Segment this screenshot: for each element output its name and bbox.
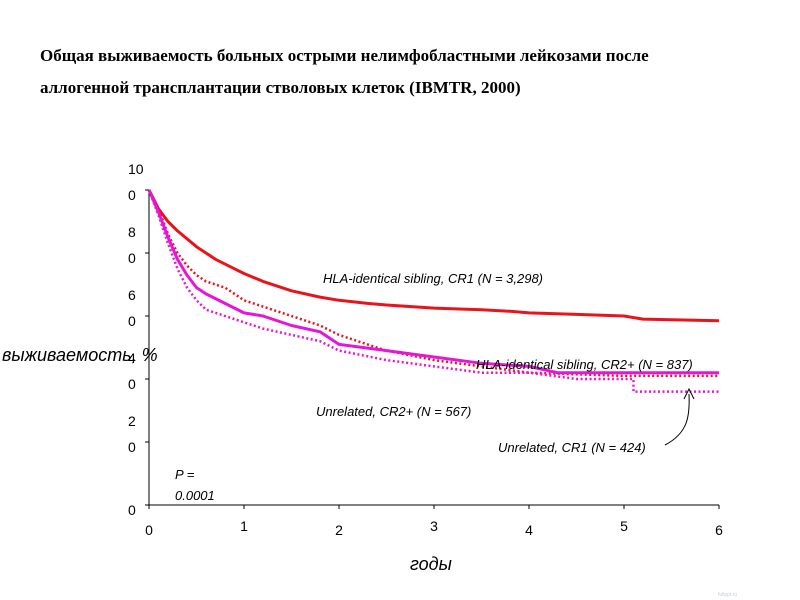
series-label-unrelated-cr2: Unrelated, CR2+ (N = 567) bbox=[316, 404, 471, 419]
y-tick-label: 10 bbox=[128, 161, 144, 177]
y-axis-ticks: 0 2 0 4 0 6 0 8 0 10 0 bbox=[128, 161, 149, 518]
y-tick-label: 0 bbox=[128, 502, 136, 518]
x-tick-label: 1 bbox=[240, 518, 248, 534]
p-value-number: 0.0001 bbox=[175, 488, 215, 503]
callout-arrow-line bbox=[664, 393, 690, 446]
x-axis-title: годы bbox=[410, 554, 452, 574]
y-tick-label: 0 bbox=[128, 439, 136, 455]
x-tick-label: 6 bbox=[715, 522, 723, 538]
y-tick-label: 4 bbox=[128, 350, 136, 366]
y-tick-label: 0 bbox=[128, 250, 136, 266]
y-tick-label: 0 bbox=[128, 376, 136, 392]
series-label-unrelated-cr1: Unrelated, CR1 (N = 424) bbox=[498, 440, 646, 455]
slide-title: Общая выживаемость больных острыми нелим… bbox=[40, 40, 780, 104]
series-label-sibling-cr1: HLA-identical sibling, CR1 (N = 3,298) bbox=[323, 271, 543, 286]
slide-title-line-1: Общая выживаемость больных острыми нелим… bbox=[40, 46, 649, 65]
y-tick-label: 8 bbox=[128, 224, 136, 240]
x-axis: 0 1 2 3 4 5 6 bbox=[145, 504, 723, 538]
y-axis-title: выживаемость, % bbox=[2, 345, 158, 365]
x-tick-label: 2 bbox=[335, 522, 343, 538]
y-tick-label: 2 bbox=[128, 413, 136, 429]
callout-arrow-head-icon bbox=[683, 387, 695, 400]
series-layer bbox=[147, 189, 720, 393]
y-tick-label: 6 bbox=[128, 287, 136, 303]
x-tick-label: 4 bbox=[525, 522, 533, 538]
series-line-unrelated-cr2 bbox=[147, 189, 719, 375]
x-tick-label: 3 bbox=[430, 518, 438, 534]
x-tick-label: 0 bbox=[145, 522, 153, 538]
y-axis: 0 2 0 4 0 6 0 8 0 10 0 bbox=[128, 161, 150, 518]
watermark: fullppt.ru bbox=[718, 592, 737, 598]
x-tick-label: 5 bbox=[620, 518, 628, 534]
series-line-sibling-cr1 bbox=[147, 189, 720, 323]
series-label-sibling-cr2: HLA-identical sibling, CR2+ (N = 837) bbox=[476, 357, 693, 372]
series-line-sibling-cr2 bbox=[147, 189, 719, 378]
series-line-unrelated-cr1 bbox=[147, 189, 719, 393]
y-tick-label: 0 bbox=[128, 313, 136, 329]
x-axis-ticks: 0 1 2 3 4 5 6 bbox=[145, 505, 723, 538]
slide-title-line-2: аллогенной трансплантации стволовых клет… bbox=[40, 78, 521, 97]
y-tick-label: 0 bbox=[128, 187, 136, 203]
p-value-label: P = bbox=[175, 467, 195, 482]
